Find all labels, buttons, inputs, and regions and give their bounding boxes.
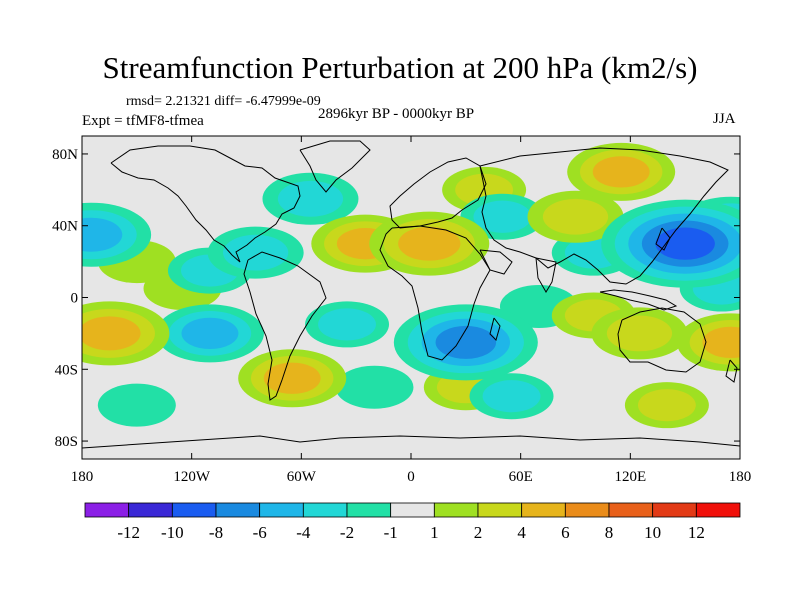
y-tick-label: 80N bbox=[52, 147, 78, 163]
season-label: JJA bbox=[713, 111, 736, 127]
coastlines bbox=[82, 140, 740, 449]
anomaly-blob-7-level-1 bbox=[473, 200, 532, 233]
colorbar-swatch bbox=[215, 502, 261, 518]
colorbar-label: -2 bbox=[340, 523, 354, 542]
colorbar-swatch bbox=[171, 502, 217, 518]
colorbar-label: -12 bbox=[117, 523, 140, 542]
x-axis: 180 120W 60W 0 60E 120E 180 bbox=[71, 136, 752, 485]
colorbar-label: -1 bbox=[384, 523, 398, 542]
africa-coastline bbox=[379, 225, 491, 361]
japan-coastline bbox=[655, 227, 671, 251]
madagascar-coastline bbox=[489, 317, 501, 341]
colorbar-label: -4 bbox=[296, 523, 311, 542]
colorbar-swatch bbox=[608, 502, 654, 518]
anomaly-blob-15-level-1 bbox=[223, 234, 289, 271]
anomaly-blob-13-level-1 bbox=[482, 380, 541, 413]
anomaly-blob-3-level-0 bbox=[97, 383, 176, 427]
colorbar-label: 1 bbox=[430, 523, 439, 542]
colorbar-swatch bbox=[346, 502, 392, 518]
colorbar-label: 12 bbox=[688, 523, 705, 542]
colorbar-label: 4 bbox=[517, 523, 526, 542]
colorbar-swatch bbox=[564, 502, 610, 518]
anomaly-blob-22-level-2 bbox=[181, 317, 239, 350]
anomaly-blob-26-level-2 bbox=[398, 226, 461, 261]
y-tick-label: 0 bbox=[71, 291, 79, 307]
europe-coastline bbox=[389, 157, 487, 229]
colorbar-label: 6 bbox=[561, 523, 570, 542]
south-america-coastline bbox=[243, 251, 327, 401]
experiment-label: Expt = tfMF8-tfmea bbox=[82, 113, 204, 129]
colorbar-swatch bbox=[433, 502, 479, 518]
x-tick-label: 120E bbox=[614, 469, 646, 485]
y-tick-label: 40S bbox=[55, 362, 78, 378]
x-tick-label: 120W bbox=[173, 469, 211, 485]
anomaly-blob-24-level-2 bbox=[263, 362, 321, 394]
india-coastline bbox=[535, 257, 557, 293]
colorbar: -12 -10 -8 -6 -4 -2 -1 1 2 4 6 8 10 12 bbox=[84, 502, 741, 542]
x-tick-label: 180 bbox=[729, 469, 752, 485]
colorbar-label: 10 bbox=[644, 523, 661, 542]
anomaly-blob-23-level-2 bbox=[702, 326, 740, 359]
colorbar-swatch bbox=[521, 502, 566, 518]
anomaly-blob-20-level-2 bbox=[592, 156, 650, 188]
north-america-coastline bbox=[110, 145, 301, 263]
x-tick-label: 180 bbox=[71, 469, 94, 485]
greenland-coastline bbox=[299, 140, 371, 193]
colorbar-swatch bbox=[652, 502, 697, 518]
chart-title: Streamfunction Perturbation at 200 hPa (… bbox=[102, 50, 698, 85]
anomaly-blob-28-level-3 bbox=[435, 325, 497, 359]
colorbar-label: -10 bbox=[161, 523, 184, 542]
colorbar-swatch bbox=[302, 502, 348, 518]
x-tick-label: 0 bbox=[407, 469, 415, 485]
australia-coastline bbox=[617, 307, 707, 373]
stats-line: rmsd= 2.21321 diff= -6.47999e-09 bbox=[126, 94, 321, 109]
colorbar-swatch bbox=[695, 502, 741, 518]
asia-coastline bbox=[479, 147, 729, 285]
anomaly-blob-25-level-2 bbox=[82, 217, 123, 252]
arabia-coastline bbox=[479, 249, 513, 275]
colorbar-swatch bbox=[128, 502, 173, 518]
anomaly-blob-18-level-1 bbox=[606, 315, 673, 352]
y-tick-label: 40N bbox=[52, 219, 78, 235]
anomaly-blob-4-level-0 bbox=[335, 365, 414, 409]
x-tick-label: 60E bbox=[509, 469, 533, 485]
maritime-continent-coastline bbox=[599, 289, 678, 311]
anomaly-blob-10-level-1 bbox=[318, 308, 376, 341]
colorbar-label: 2 bbox=[474, 523, 483, 542]
colorbar-label: -8 bbox=[209, 523, 223, 542]
colorbar-swatch bbox=[477, 502, 523, 518]
anomaly-blob-17-level-1 bbox=[542, 198, 609, 235]
antarctica-coastline bbox=[82, 435, 740, 449]
anomaly-blob-29-level-4 bbox=[655, 227, 715, 260]
colorbar-swatch bbox=[390, 502, 435, 518]
y-axis: 80N 40N 0 40S 80S bbox=[52, 147, 740, 450]
colorbar-label: 8 bbox=[605, 523, 614, 542]
colorbar-swatch bbox=[84, 502, 130, 518]
x-tick-label: 60W bbox=[287, 469, 317, 485]
anomaly-blob-14-level-1 bbox=[637, 389, 696, 422]
period-label: 2896kyr BP - 0000kyr BP bbox=[318, 106, 475, 122]
anomaly-blob-27-level-2 bbox=[82, 316, 141, 351]
new-zealand-coastline bbox=[725, 359, 738, 383]
y-tick-label: 80S bbox=[55, 434, 78, 450]
colorbar-label: -6 bbox=[253, 523, 267, 542]
colorbar-swatch bbox=[259, 502, 304, 518]
